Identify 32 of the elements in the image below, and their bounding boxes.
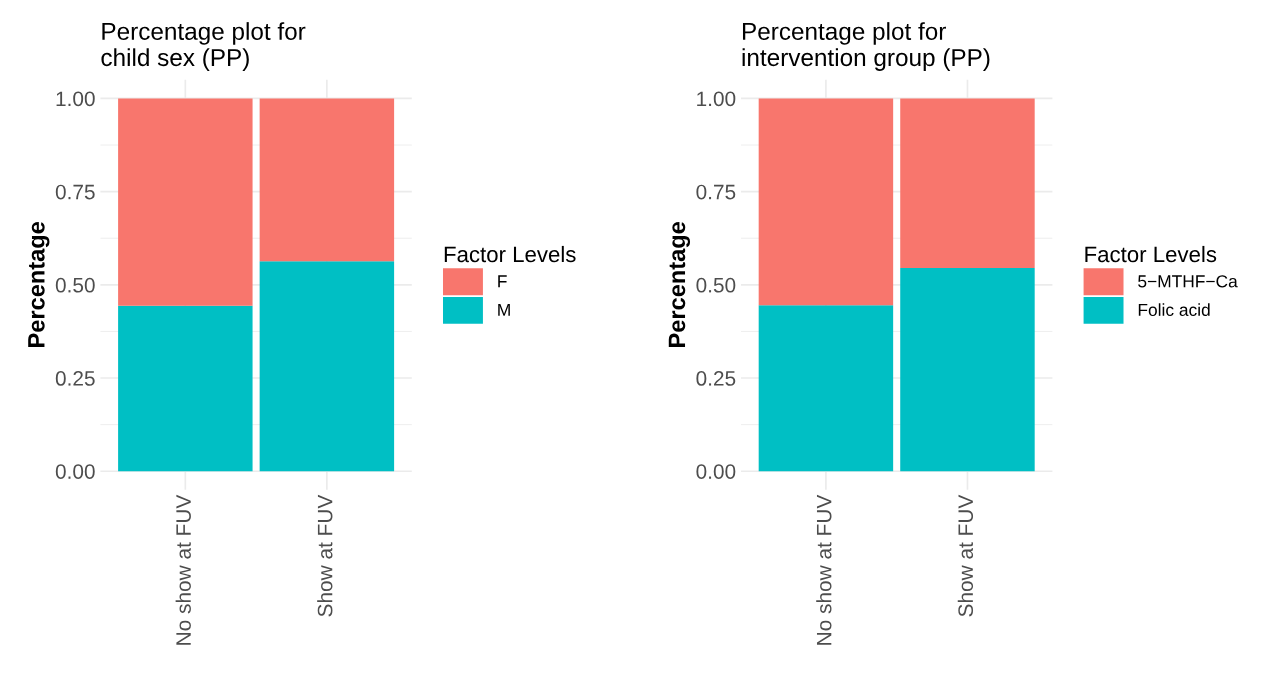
- y-tick-label: 0.00: [55, 464, 95, 479]
- legend-label: 5−MTHF−Ca: [1138, 275, 1238, 288]
- y-tick-label: 1.00: [56, 91, 95, 107]
- legend-label: M: [498, 303, 510, 316]
- bar: [900, 98, 1035, 269]
- bar: [118, 98, 253, 306]
- legend-title: Factor Levels: [1085, 245, 1217, 263]
- y-tick-label: 0.00: [696, 464, 736, 479]
- y-tick-label: 0.75: [696, 184, 736, 200]
- x-tick-label: No show at FUV: [175, 494, 191, 645]
- y-tick-label: 0.50: [55, 277, 95, 293]
- legend-label: Folic acid: [1138, 303, 1210, 317]
- y-axis-title: Percentage: [668, 221, 691, 347]
- bar: [259, 261, 395, 472]
- y-tick-label: 0.25: [55, 371, 95, 386]
- legend-label: F: [498, 275, 507, 288]
- bar: [118, 305, 253, 472]
- y-axis-title: Percentage: [28, 221, 50, 347]
- y-tick-label: 1.00: [697, 91, 736, 107]
- x-tick-label: No show at FUV: [816, 494, 832, 645]
- chart-title: Percentage plot for child sex (PP): [101, 22, 306, 71]
- x-tick-label: Show at FUV: [957, 494, 974, 617]
- y-tick-label: 0.25: [696, 371, 736, 386]
- bar: [758, 98, 894, 306]
- chart-title: Percentage plot for intervention group (PP): [742, 22, 990, 71]
- bar: [900, 268, 1035, 472]
- y-tick-label: 0.50: [696, 277, 736, 293]
- bar: [758, 305, 894, 472]
- legend-title: Factor Levels: [444, 245, 576, 263]
- y-tick-label: 0.75: [55, 184, 95, 200]
- bar: [259, 98, 395, 262]
- x-tick-label: Show at FUV: [317, 494, 333, 617]
